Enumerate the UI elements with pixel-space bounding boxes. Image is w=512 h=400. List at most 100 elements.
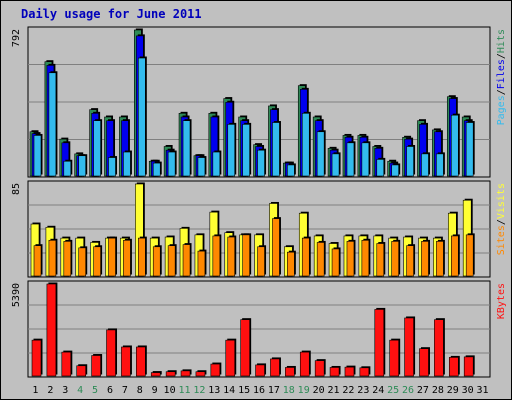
day-label-22: 22 <box>342 385 354 396</box>
bar-kbytes-day-24 <box>374 309 385 377</box>
bar-pages-day-16 <box>257 149 265 177</box>
max-label-top: 792 <box>11 29 22 47</box>
max-label-bot: 5390 <box>11 283 22 307</box>
bar-sites-day-20 <box>316 242 325 277</box>
bar-kbytes-day-29 <box>448 357 459 377</box>
day-label-25: 25 <box>387 385 399 396</box>
day-label-1: 1 <box>32 385 38 396</box>
legend-top: Pages/Files/Hits <box>496 29 507 125</box>
bar-kbytes-day-19 <box>299 351 310 377</box>
bar-kbytes-day-30 <box>463 356 474 377</box>
day-label-11: 11 <box>178 385 190 396</box>
bar-sites-day-19 <box>301 237 310 277</box>
bar-sites-day-6 <box>108 237 116 277</box>
day-label-16: 16 <box>253 385 265 396</box>
day-label-9: 9 <box>152 385 158 396</box>
bar-kbytes-day-23 <box>359 367 370 377</box>
bar-sites-day-9 <box>152 246 161 277</box>
bar-sites-day-21 <box>331 248 340 277</box>
bar-kbytes-day-15 <box>240 319 250 377</box>
day-label-10: 10 <box>164 385 176 396</box>
bar-kbytes-day-7 <box>121 346 131 377</box>
day-label-8: 8 <box>137 385 143 396</box>
page-title: Daily usage for June 2011 <box>21 7 202 21</box>
bar-sites-day-4 <box>78 247 87 277</box>
legend-entry: / <box>496 219 507 225</box>
day-label-14: 14 <box>223 385 235 396</box>
bar-kbytes-day-10 <box>165 371 176 377</box>
bar-kbytes-day-12 <box>195 371 206 377</box>
bar-pages-day-5 <box>93 120 101 177</box>
day-label-19: 19 <box>298 385 310 396</box>
bar-kbytes-day-21 <box>329 367 340 377</box>
day-label-24: 24 <box>372 385 384 396</box>
bar-pages-day-14 <box>227 124 236 177</box>
bar-kbytes-day-13 <box>210 363 221 377</box>
bar-sites-day-5 <box>93 246 101 277</box>
day-label-18: 18 <box>283 385 295 396</box>
legend-entry: Pages <box>496 95 507 125</box>
bar-sites-day-2 <box>48 239 57 277</box>
bar-sites-day-27 <box>421 241 429 277</box>
legend-entry: Visits <box>496 183 507 219</box>
legend-entry: Files <box>496 59 507 89</box>
day-label-17: 17 <box>268 385 280 396</box>
bar-pages-day-22 <box>346 142 355 177</box>
day-label-20: 20 <box>313 385 325 396</box>
bar-sites-day-30 <box>465 234 474 277</box>
day-label-28: 28 <box>432 385 444 396</box>
bar-kbytes-day-16 <box>255 364 265 377</box>
bar-pages-day-1 <box>33 135 42 177</box>
bar-sites-day-17 <box>272 218 280 277</box>
bar-sites-day-24 <box>376 243 385 277</box>
bar-pages-day-21 <box>331 153 340 177</box>
legend-bot: KBytes <box>496 283 507 319</box>
bar-pages-day-4 <box>78 155 87 177</box>
bar-pages-day-30 <box>465 122 474 177</box>
bar-pages-day-17 <box>272 122 280 177</box>
day-label-27: 27 <box>417 385 429 396</box>
bar-pages-day-11 <box>182 120 191 177</box>
day-label-31: 31 <box>477 385 489 396</box>
bar-kbytes-day-5 <box>91 355 101 377</box>
bar-pages-day-7 <box>123 151 131 177</box>
day-label-21: 21 <box>327 385 339 396</box>
bar-pages-day-23 <box>361 142 370 177</box>
bar-sites-day-28 <box>436 241 444 277</box>
bar-sites-day-3 <box>63 241 72 277</box>
bar-pages-day-13 <box>212 151 221 177</box>
day-label-30: 30 <box>462 385 474 396</box>
bar-pages-day-12 <box>197 157 206 177</box>
bar-kbytes-day-11 <box>180 370 191 377</box>
bar-kbytes-day-17 <box>270 358 280 377</box>
bar-kbytes-day-27 <box>419 348 429 377</box>
bar-kbytes-day-26 <box>404 317 414 377</box>
bar-kbytes-day-3 <box>61 351 72 377</box>
bar-pages-day-19 <box>301 113 310 177</box>
bar-sites-day-8 <box>138 237 146 277</box>
day-label-7: 7 <box>122 385 128 396</box>
bar-kbytes-day-9 <box>150 372 161 377</box>
legend-entry: / <box>496 53 507 59</box>
bar-pages-day-3 <box>63 160 72 177</box>
bar-kbytes-day-20 <box>314 360 325 377</box>
bar-kbytes-day-22 <box>344 366 355 377</box>
bar-pages-day-25 <box>391 164 399 177</box>
bar-kbytes-day-4 <box>76 365 87 377</box>
bar-sites-day-13 <box>212 235 221 277</box>
bar-sites-day-29 <box>450 235 459 277</box>
bar-kbytes-day-2 <box>46 283 57 377</box>
bar-kbytes-day-14 <box>225 339 236 377</box>
bar-sites-day-12 <box>197 250 206 277</box>
bar-pages-day-18 <box>287 164 295 177</box>
legend-entry: Sites <box>496 225 507 255</box>
day-label-23: 23 <box>357 385 369 396</box>
legend-mid: Sites/Visits <box>496 183 507 255</box>
max-label-mid: 85 <box>11 183 22 195</box>
bar-kbytes-day-28 <box>434 319 444 377</box>
bar-sites-day-18 <box>287 251 295 277</box>
bar-sites-day-7 <box>123 239 131 277</box>
bar-sites-day-23 <box>361 239 370 277</box>
